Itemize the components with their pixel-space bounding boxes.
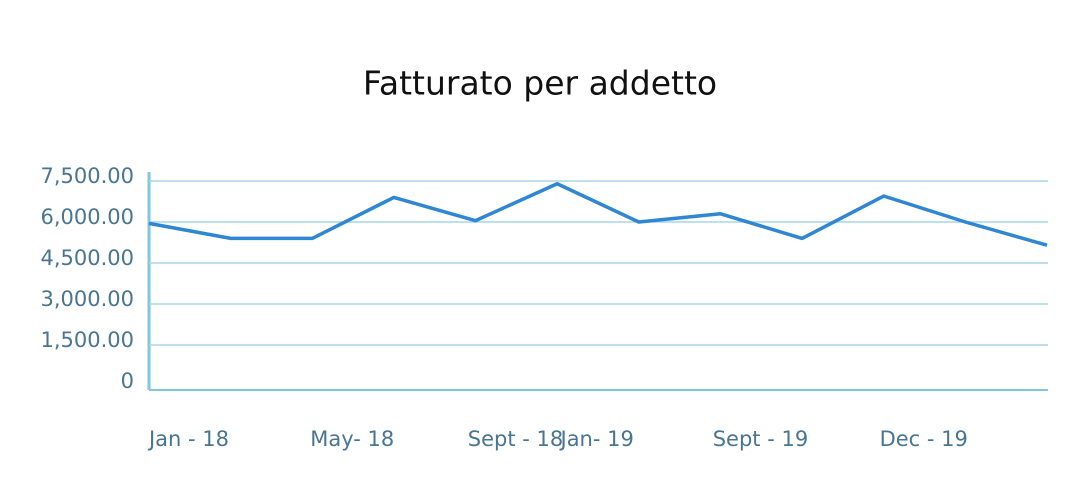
x-tick-label: Jan - 18 <box>147 427 229 451</box>
y-tick-label: 0 <box>121 369 134 393</box>
x-tick-label: Jan- 19 <box>559 427 634 451</box>
chart-title: Fatturato per addetto <box>363 64 717 103</box>
y-tick-label: 6,000.00 <box>40 205 134 229</box>
x-tick-label: May- 18 <box>310 427 394 451</box>
x-tick-label: Sept - 19 <box>713 427 808 451</box>
x-tick-label: Dec - 19 <box>880 427 968 451</box>
y-tick-label: 1,500.00 <box>40 328 134 352</box>
data-line <box>148 181 1048 247</box>
y-tick-label: 7,500.00 <box>40 164 134 188</box>
y-tick-label: 4,500.00 <box>40 246 134 270</box>
y-tick-label: 3,000.00 <box>40 287 134 311</box>
x-tick-label: Sept - 18 <box>468 427 563 451</box>
